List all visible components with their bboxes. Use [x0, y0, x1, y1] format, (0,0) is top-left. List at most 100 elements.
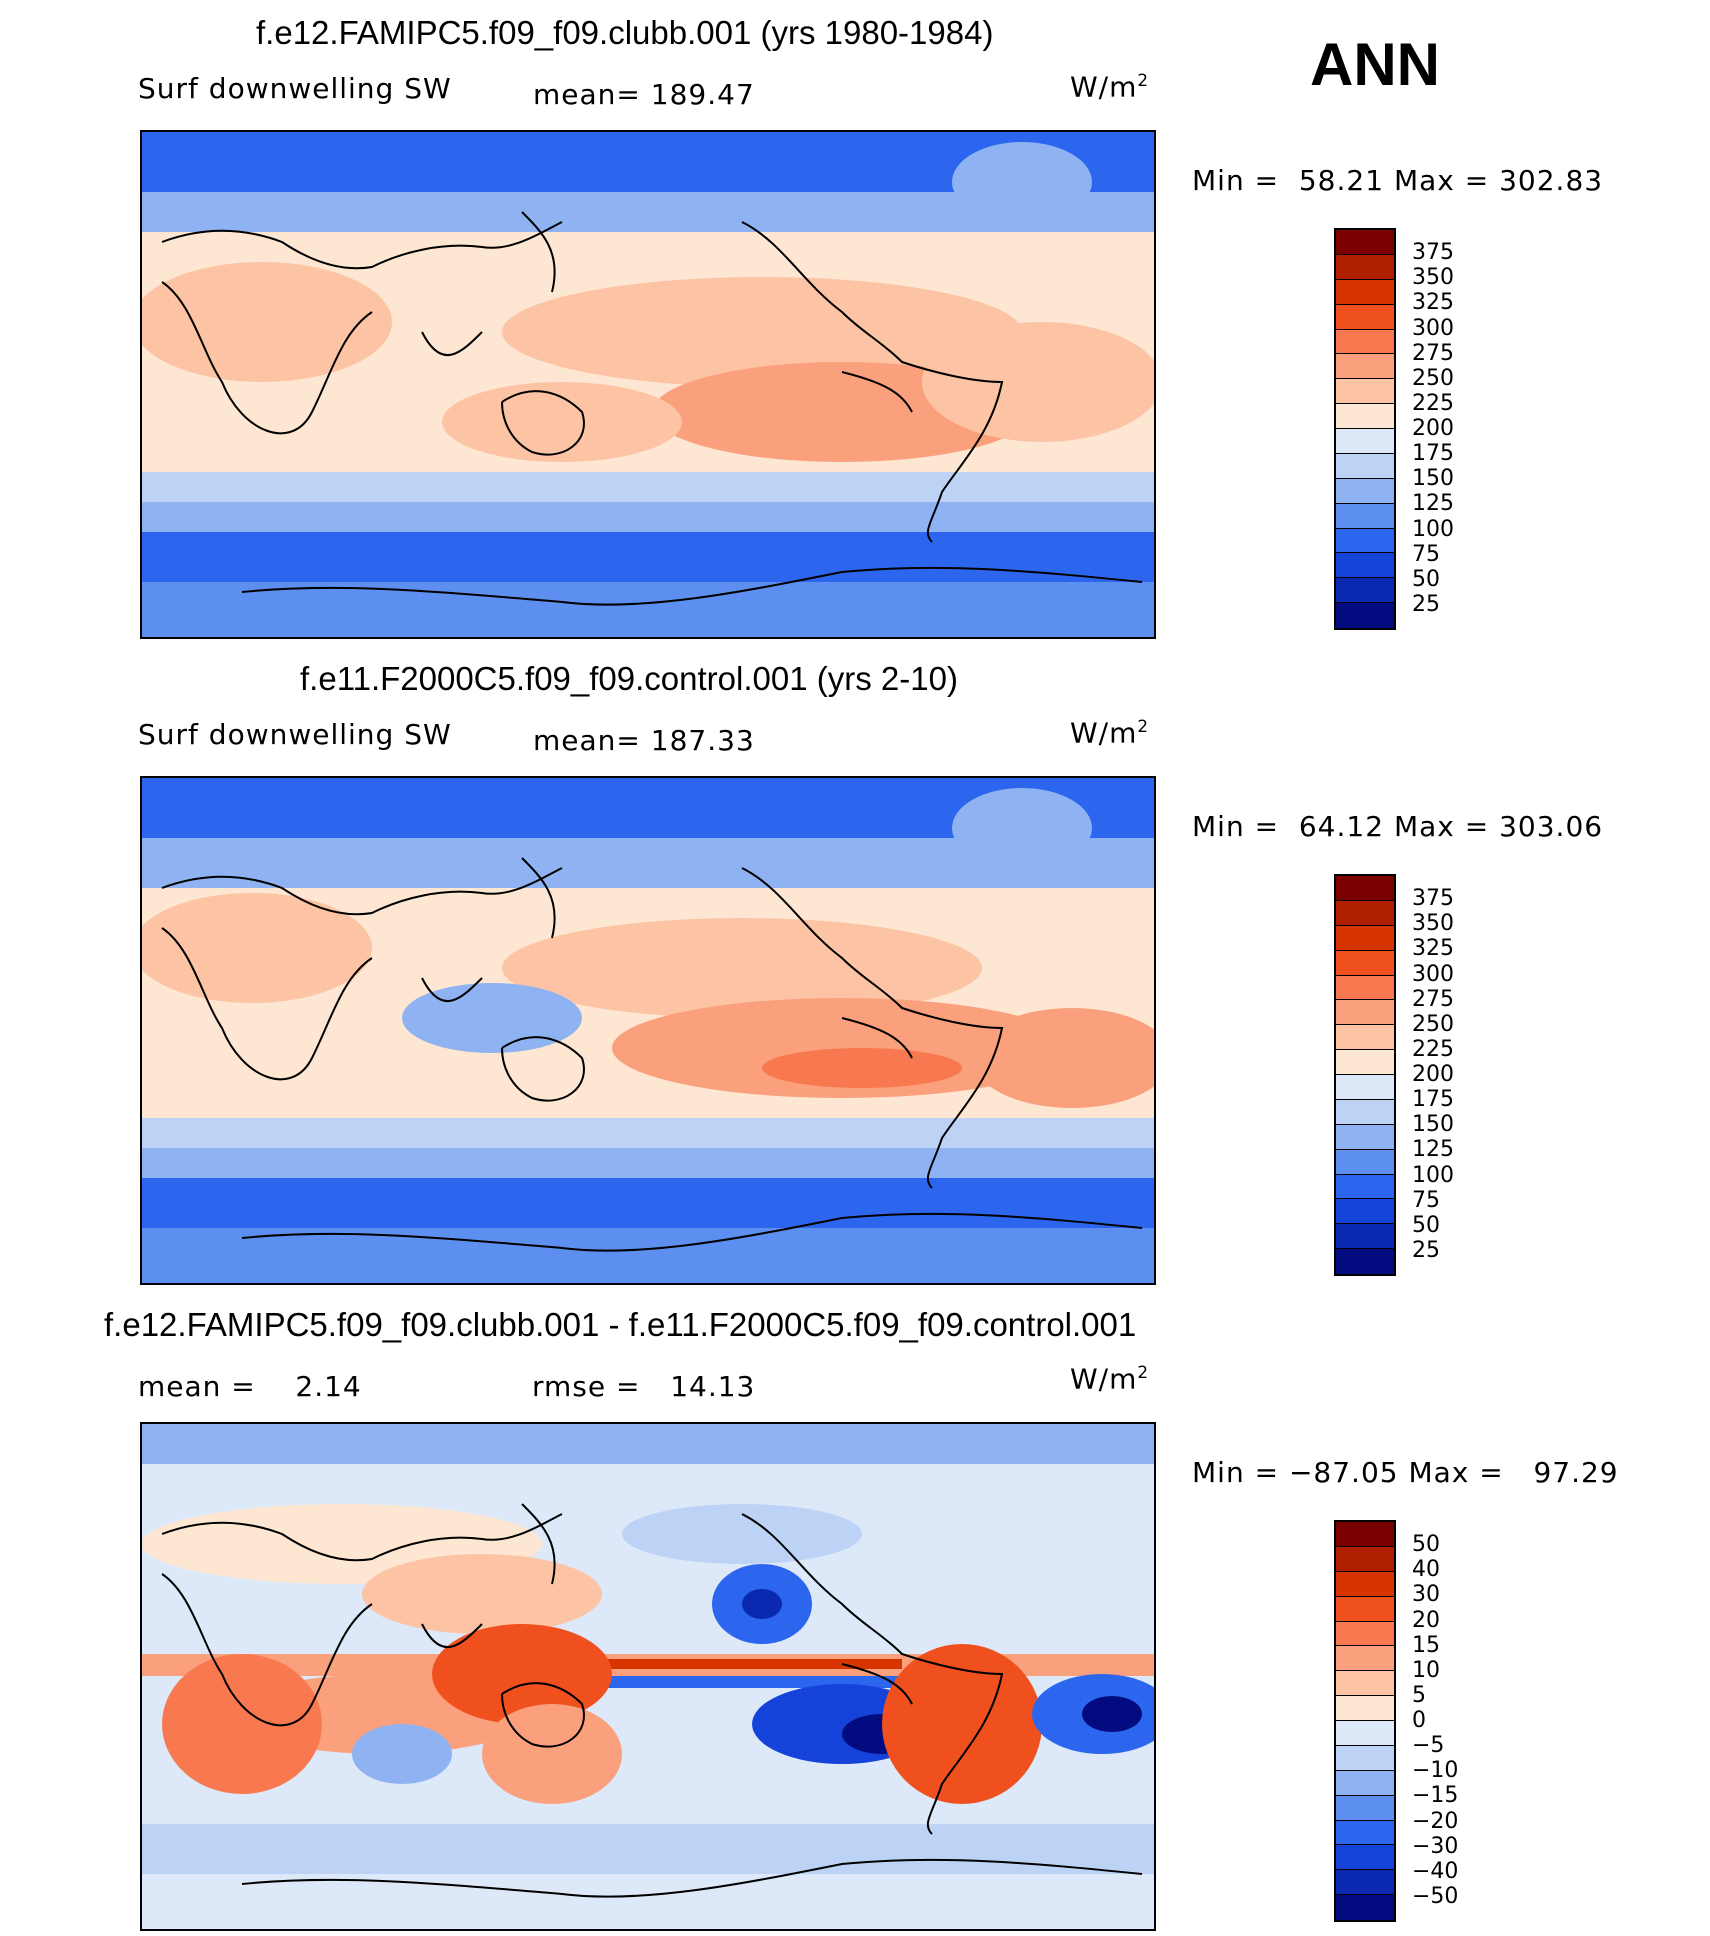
colorbar-tick-label: 10 [1412, 1657, 1440, 1683]
panel1-colorbar [1334, 228, 1396, 630]
colorbar-swatch [1336, 578, 1394, 604]
colorbar-tick-label: 175 [1412, 1087, 1454, 1113]
colorbar-swatch [1336, 1546, 1394, 1572]
panel1-units: W/m2 [1070, 70, 1150, 104]
panel1-colorbar-labels: 375 350 325 300 275 250 225 200 175 150 125 100 75 50… [1412, 228, 1492, 630]
colorbar-swatch [1336, 404, 1394, 429]
panel3-colorbar-labels: 50 40 30 20 15 10 5 0 −5 −10 −15 −20 −30 −40 −50 [1412, 1520, 1492, 1922]
colorbar-swatch [1336, 528, 1394, 554]
colorbar-swatch [1336, 925, 1394, 951]
colorbar-swatch [1336, 478, 1394, 504]
panel2-map-svg [142, 778, 1154, 1283]
panel3-units: W/m2 [1070, 1362, 1150, 1396]
colorbar-swatch [1336, 975, 1394, 1001]
panel3-rmse: rmse = 14.13 [532, 1370, 756, 1403]
panel1-minmax: Min = 58.21 Max = 302.83 [1192, 164, 1604, 197]
panel1-map-svg [142, 132, 1154, 637]
colorbar-swatch [1336, 503, 1394, 529]
colorbar-tick-label: 25 [1412, 1237, 1440, 1263]
panel1-mean: mean= 189.47 [533, 78, 755, 111]
panel2-minmax: Min = 64.12 Max = 303.06 [1192, 810, 1604, 843]
colorbar-tick-label: 30 [1412, 1582, 1440, 1608]
colorbar-tick-label: −10 [1412, 1758, 1459, 1784]
colorbar-swatch [1336, 1571, 1394, 1597]
season-label: ANN [1310, 31, 1440, 98]
panel2-title: f.e11.F2000C5.f09_f09.control.001 (yrs 2… [300, 660, 958, 697]
colorbar-swatch [1336, 1000, 1394, 1026]
colorbar-tick-label: 40 [1412, 1557, 1440, 1583]
colorbar-tick-label: 175 [1412, 441, 1454, 467]
panel2-colorbar [1334, 874, 1396, 1276]
colorbar-swatch [1336, 1050, 1394, 1075]
colorbar-tick-label: 300 [1412, 315, 1454, 341]
colorbar-tick-label: −15 [1412, 1783, 1459, 1809]
colorbar-tick-label: −5 [1412, 1733, 1445, 1759]
colorbar-tick-label: 50 [1412, 1212, 1440, 1238]
colorbar-swatch [1336, 1224, 1394, 1250]
colorbar-swatch [1336, 876, 1394, 901]
panel2-variable: Surf downwelling SW [138, 718, 452, 751]
colorbar-tick-label: 200 [1412, 416, 1454, 441]
colorbar-tick-label: 20 [1412, 1607, 1440, 1633]
colorbar-swatch [1336, 950, 1394, 976]
colorbar-swatch [1336, 1621, 1394, 1647]
colorbar-swatch [1336, 1199, 1394, 1225]
colorbar-swatch [1336, 1522, 1394, 1547]
colorbar-swatch [1336, 1149, 1394, 1175]
colorbar-swatch [1336, 1721, 1394, 1746]
panel2-coastlines [161, 857, 1143, 1252]
colorbar-tick-label: 250 [1412, 365, 1454, 391]
colorbar-tick-label: 375 [1412, 240, 1454, 266]
colorbar-swatch [1336, 1646, 1394, 1672]
panel3-mean: mean = 2.14 [138, 1370, 362, 1403]
panel1-variable: Surf downwelling SW [138, 72, 452, 105]
colorbar-tick-label: −20 [1412, 1808, 1459, 1834]
colorbar-tick-label: 150 [1412, 1112, 1454, 1138]
colorbar-tick-label: 275 [1412, 340, 1454, 366]
colorbar-tick-label: −30 [1412, 1833, 1459, 1859]
panel3-map-svg [142, 1424, 1154, 1929]
colorbar-tick-label: 0 [1412, 1708, 1426, 1733]
colorbar-tick-label: 325 [1412, 290, 1454, 316]
colorbar-swatch [1336, 254, 1394, 280]
colorbar-tick-label: 75 [1412, 1187, 1440, 1213]
colorbar-swatch [1336, 1075, 1394, 1100]
colorbar-tick-label: 100 [1412, 1162, 1454, 1188]
colorbar-swatch [1336, 279, 1394, 305]
colorbar-tick-label: 300 [1412, 961, 1454, 987]
colorbar-tick-label: 75 [1412, 541, 1440, 567]
panel2-mean: mean= 187.33 [533, 724, 755, 757]
panel2-colorbar-labels: 375 350 325 300 275 250 225 200 175 150 125 100 75 50… [1412, 874, 1492, 1276]
colorbar-swatch [1336, 1596, 1394, 1622]
colorbar-swatch [1336, 1249, 1394, 1274]
colorbar-swatch [1336, 1845, 1394, 1871]
colorbar-swatch [1336, 1895, 1394, 1920]
colorbar-tick-label: −40 [1412, 1858, 1459, 1884]
colorbar-tick-label: 225 [1412, 1036, 1454, 1062]
colorbar-tick-label: 150 [1412, 466, 1454, 492]
colorbar-swatch [1336, 304, 1394, 330]
panel1-title: f.e12.FAMIPC5.f09_f09.clubb.001 (yrs 198… [256, 14, 994, 51]
colorbar-swatch [1336, 553, 1394, 579]
colorbar-swatch [1336, 354, 1394, 380]
colorbar-swatch [1336, 1745, 1394, 1771]
colorbar-swatch [1336, 230, 1394, 255]
panel3-title: f.e12.FAMIPC5.f09_f09.clubb.001 - f.e11.… [104, 1306, 1137, 1343]
colorbar-tick-label: −50 [1412, 1883, 1459, 1909]
colorbar-swatch [1336, 900, 1394, 926]
colorbar-swatch [1336, 1870, 1394, 1896]
panel1-coastlines [161, 211, 1143, 606]
colorbar-tick-label: 375 [1412, 886, 1454, 912]
colorbar-swatch [1336, 1124, 1394, 1150]
colorbar-tick-label: 100 [1412, 516, 1454, 542]
colorbar-tick-label: 25 [1412, 591, 1440, 617]
colorbar-tick-label: 350 [1412, 265, 1454, 291]
panel2-units: W/m2 [1070, 716, 1150, 750]
colorbar-swatch [1336, 1696, 1394, 1721]
colorbar-swatch [1336, 379, 1394, 405]
colorbar-tick-label: 200 [1412, 1062, 1454, 1087]
panel1-map [140, 130, 1156, 639]
colorbar-swatch [1336, 1820, 1394, 1846]
colorbar-swatch [1336, 603, 1394, 628]
colorbar-tick-label: 125 [1412, 491, 1454, 517]
